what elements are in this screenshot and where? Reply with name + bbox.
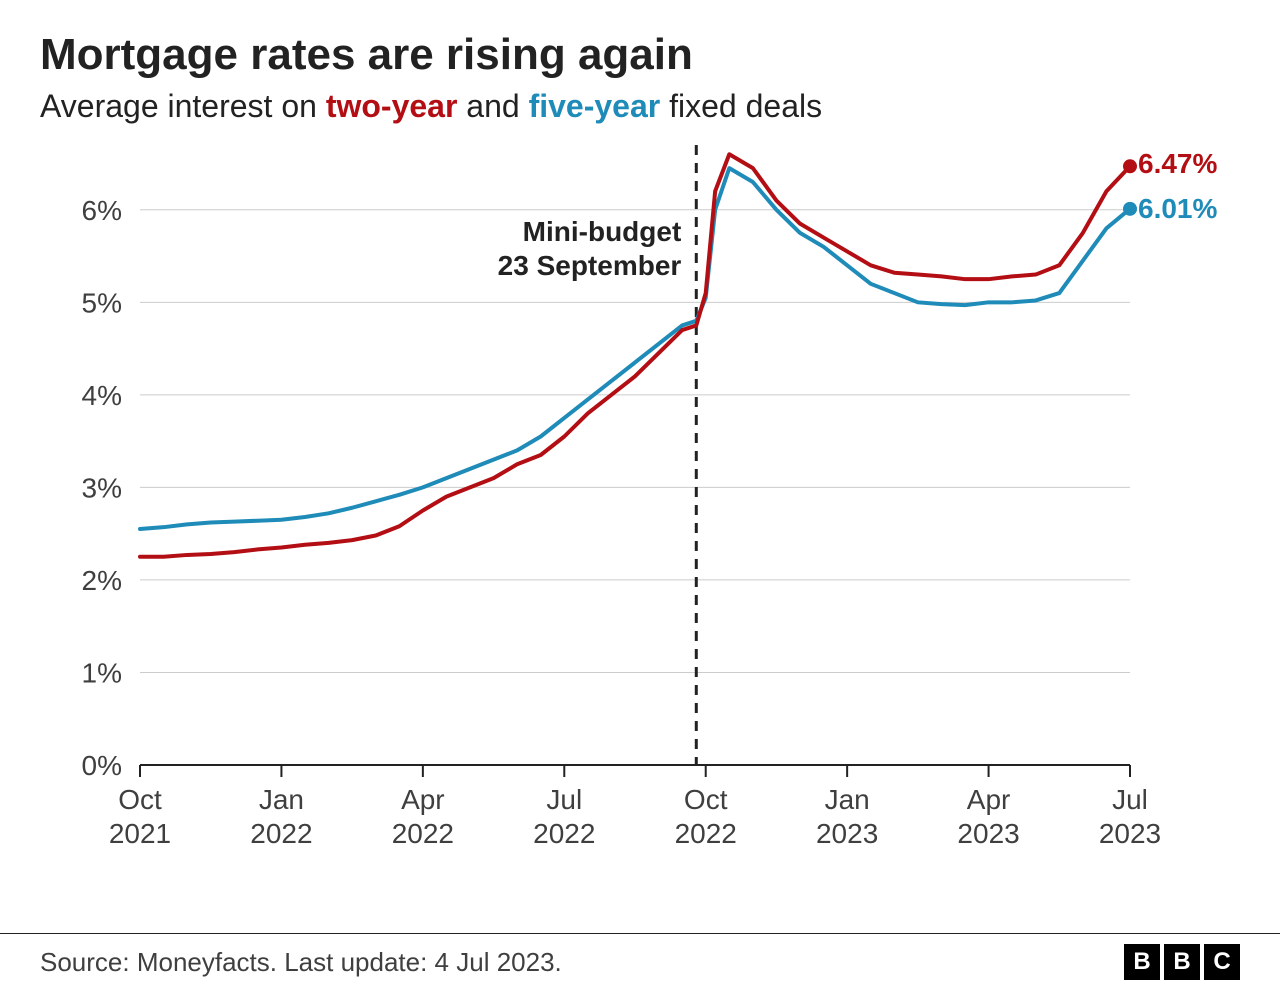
svg-text:0%: 0% <box>82 750 122 781</box>
mini-budget-annotation: Mini-budget 23 September <box>476 215 681 282</box>
svg-text:2%: 2% <box>82 565 122 596</box>
annotation-line2: 23 September <box>498 250 682 281</box>
svg-text:2021: 2021 <box>109 818 171 849</box>
five-year-label: five-year <box>529 88 661 124</box>
svg-text:5%: 5% <box>82 287 122 318</box>
svg-text:Apr: Apr <box>401 784 445 815</box>
svg-text:Jan: Jan <box>259 784 304 815</box>
svg-text:2022: 2022 <box>250 818 312 849</box>
logo-letter: B <box>1164 944 1200 980</box>
subtitle-suffix: fixed deals <box>660 88 822 124</box>
logo-letter: B <box>1124 944 1160 980</box>
five-year-end-label: 6.01% <box>1138 193 1217 225</box>
svg-text:2023: 2023 <box>816 818 878 849</box>
svg-text:Jan: Jan <box>825 784 870 815</box>
logo-letter: C <box>1204 944 1240 980</box>
svg-text:4%: 4% <box>82 380 122 411</box>
svg-text:Oct: Oct <box>684 784 728 815</box>
subtitle-mid: and <box>457 88 528 124</box>
svg-text:2023: 2023 <box>1099 818 1161 849</box>
svg-text:2023: 2023 <box>957 818 1019 849</box>
annotation-line1: Mini-budget <box>523 216 682 247</box>
svg-text:Jul: Jul <box>546 784 582 815</box>
svg-text:6%: 6% <box>82 195 122 226</box>
svg-text:1%: 1% <box>82 657 122 688</box>
chart-area: 0%1%2%3%4%5%6%Oct2021Jan2022Apr2022Jul20… <box>40 135 1240 895</box>
svg-text:2022: 2022 <box>675 818 737 849</box>
subtitle-prefix: Average interest on <box>40 88 326 124</box>
svg-text:2022: 2022 <box>392 818 454 849</box>
two-year-end-label: 6.47% <box>1138 148 1217 180</box>
two-year-label: two-year <box>326 88 458 124</box>
chart-footer: Source: Moneyfacts. Last update: 4 Jul 2… <box>0 933 1280 980</box>
source-text: Source: Moneyfacts. Last update: 4 Jul 2… <box>40 947 562 978</box>
svg-text:2022: 2022 <box>533 818 595 849</box>
svg-text:3%: 3% <box>82 472 122 503</box>
chart-title: Mortgage rates are rising again <box>40 30 1240 80</box>
bbc-logo: B B C <box>1124 944 1240 980</box>
svg-text:Jul: Jul <box>1112 784 1148 815</box>
svg-text:Apr: Apr <box>967 784 1011 815</box>
svg-text:Oct: Oct <box>118 784 162 815</box>
chart-subtitle: Average interest on two-year and five-ye… <box>40 88 1240 125</box>
